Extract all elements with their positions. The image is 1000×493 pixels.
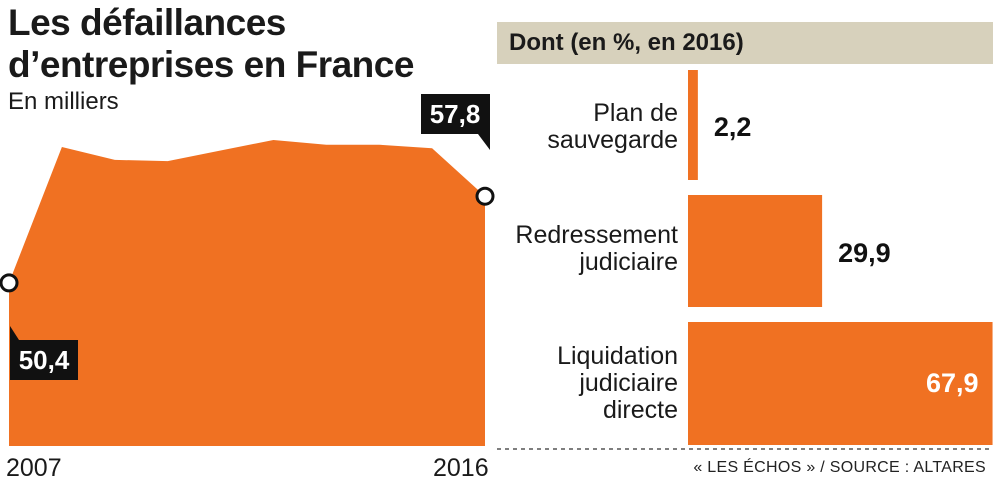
category-label-plan-de-sauvegarde: Plan de sauvegarde xyxy=(547,100,678,154)
category-label-line: Redressement xyxy=(515,221,678,249)
callout-pointer xyxy=(10,326,19,340)
data-label-end: 57,8 xyxy=(430,99,481,129)
chart-subtitle: En milliers xyxy=(8,88,119,115)
chart-title-line-1: Les défaillances xyxy=(8,2,286,43)
bar xyxy=(688,322,993,445)
callout-pointer xyxy=(478,134,490,150)
category-label-line: directe xyxy=(602,396,678,424)
area-series xyxy=(9,140,485,446)
panel-header-label: Dont (en %, en 2016) xyxy=(509,29,744,56)
data-point-marker-end xyxy=(475,186,495,206)
category-label-line: judiciaire xyxy=(579,248,678,276)
x-tick-label-start: 2007 xyxy=(6,454,62,482)
callout-box xyxy=(10,340,78,380)
bar xyxy=(688,70,698,180)
category-label-line: Liquidation xyxy=(557,342,678,370)
bar-value-label: 29,9 xyxy=(838,238,891,268)
area-chart: 50,4 57,8 xyxy=(0,94,495,446)
data-label-start: 50,4 xyxy=(19,345,70,375)
category-label-liquidation-judiciaire-directe: Liquidation judiciaire directe xyxy=(557,343,678,424)
chart-title: Les défaillances d’entreprises en France xyxy=(8,2,488,86)
callout-box xyxy=(421,94,490,134)
bar-value-label: 67,9 xyxy=(926,368,979,398)
bar xyxy=(688,195,823,307)
category-label-line: Plan de xyxy=(593,99,678,127)
category-label-line: sauvegarde xyxy=(547,126,678,154)
data-point-marker-start xyxy=(0,273,19,293)
x-tick-label-end: 2016 xyxy=(433,454,489,482)
bar-value-label: 2,2 xyxy=(714,112,752,142)
source-credit: « LES ÉCHOS » / SOURCE : ALTARES xyxy=(693,459,986,476)
chart-title-line-2: d’entreprises en France xyxy=(8,44,414,85)
panel-header: Dont (en %, en 2016) xyxy=(497,22,993,64)
category-label-line: judiciaire xyxy=(579,369,678,397)
category-label-redressement-judiciaire: Redressement judiciaire xyxy=(515,222,678,276)
